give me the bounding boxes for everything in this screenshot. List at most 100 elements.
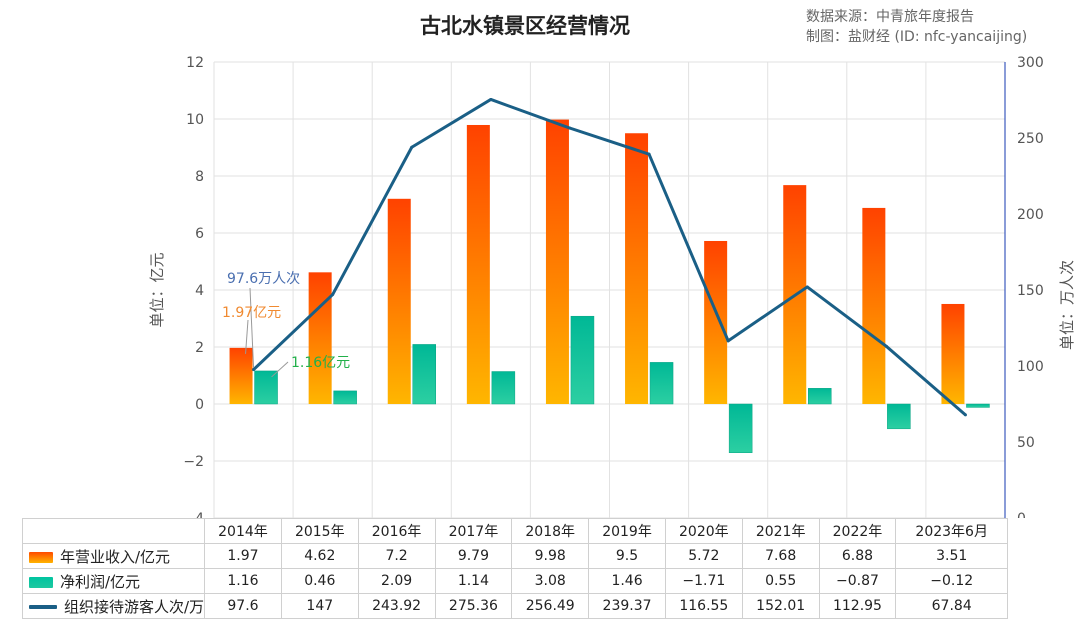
y-left-tick-label: 12 (186, 55, 204, 71)
table-cell: −1.71 (664, 568, 743, 594)
y-right-axis-title: 单位：万人次 (1058, 260, 1076, 350)
profit-bar (412, 344, 436, 405)
visitors-point (805, 285, 809, 289)
annotation-profit: 1.16亿元 (291, 355, 350, 371)
chart-title: 古北水镇景区经营情况 (420, 14, 630, 38)
table-cell: 1.16 (204, 568, 282, 594)
profit-bar (333, 390, 357, 405)
table-header-cell: 2020年 (664, 518, 743, 544)
y-left-tick-label: 6 (195, 226, 204, 242)
table-cell: 152.01 (741, 593, 820, 619)
table-header-cell: 2019年 (588, 518, 666, 544)
profit-swatch-icon (29, 576, 53, 588)
legend-visitors: 组织接待游客人次/万 (21, 593, 206, 619)
visitors-point (726, 339, 730, 343)
y-right-tick-label: 0 (1017, 511, 1026, 518)
y-right-tick-label: 200 (1017, 207, 1044, 223)
credit-line: 制图：盐财经 (ID: nfc-yancaijing) (806, 29, 1028, 45)
table-cell: 1.46 (588, 568, 666, 594)
y-left-tick-label: 10 (186, 112, 204, 128)
y-right-tick-label: 150 (1017, 283, 1044, 299)
profit-bar (887, 403, 911, 430)
revenue-bar (545, 119, 569, 404)
y-left-tick-label: 4 (195, 283, 204, 299)
revenue-bar (466, 124, 490, 405)
visitors-point (963, 413, 967, 417)
visitors-line-icon (29, 604, 57, 609)
table-header-cell: 2017年 (434, 518, 513, 544)
table-cell: 5.72 (664, 543, 743, 569)
table-cell: 9.5 (588, 543, 666, 569)
revenue-bar (229, 347, 253, 404)
table-cell: 7.68 (741, 543, 820, 569)
legend-profit: 净利润/亿元 (21, 568, 206, 594)
visitors-point (884, 344, 888, 348)
table-cell: 147 (280, 593, 359, 619)
visitors-point (252, 368, 256, 372)
legend-label: 年营业收入/亿元 (60, 547, 171, 566)
y-right-tick-label: 250 (1017, 131, 1044, 147)
table-header-cell: 2016年 (357, 518, 436, 544)
legend-label: 净利润/亿元 (60, 572, 141, 591)
table-cell: 3.51 (895, 543, 1008, 569)
annotation-leader (271, 361, 289, 378)
legend-label: 组织接待游客人次/万 (64, 597, 205, 616)
y-left-tick-label: 0 (195, 397, 204, 413)
table-cell: 7.2 (357, 543, 436, 569)
revenue-bar (625, 133, 649, 404)
table-cell: −0.12 (895, 568, 1008, 594)
visitors-point (647, 152, 651, 156)
revenue-bar (941, 303, 965, 404)
table-cell: 239.37 (588, 593, 666, 619)
visitors-line (252, 97, 967, 417)
profit-bar (808, 388, 832, 405)
table-header-cell: 2023年6月 (895, 518, 1008, 544)
table-cell: 112.95 (818, 593, 897, 619)
table-header-cell: 2014年 (204, 518, 282, 544)
visitors-point (331, 293, 335, 297)
table-row-profit: 净利润/亿元 1.16 0.46 2.09 1.14 3.08 1.46 −1.… (21, 568, 1008, 594)
table-row-visitors: 组织接待游客人次/万 97.6 147 243.92 275.36 256.49… (21, 593, 1008, 619)
revenue-bar (387, 198, 411, 404)
y-left-tick-label: −4 (183, 511, 204, 518)
annotation-visitors: 97.6万人次 (227, 271, 300, 287)
y-left-axis-title: 单位：亿元 (148, 252, 166, 327)
profit-bar (254, 370, 278, 405)
table-cell: 1.14 (434, 568, 513, 594)
table-cell: 0.46 (280, 568, 359, 594)
table-row-years: 2014年 2015年 2016年 2017年 2018年 2019年 2020… (21, 518, 1008, 544)
table-cell: 9.79 (434, 543, 513, 569)
table-cell: 243.92 (357, 593, 436, 619)
table-cell: 9.98 (511, 543, 590, 569)
revenue-bar (862, 207, 886, 404)
source-note: 数据来源：中青旅年度报告 制图：盐财经 (ID: nfc-yancaijing) (806, 7, 1027, 47)
visitors-point (410, 145, 414, 149)
table-header-cell: 2015年 (280, 518, 359, 544)
legend-revenue: 年营业收入/亿元 (21, 543, 206, 569)
table-cell: −0.87 (818, 568, 897, 594)
table-cell: 3.08 (511, 568, 590, 594)
visitors-point (489, 97, 493, 101)
table-cell: 0.55 (741, 568, 820, 594)
table-header-cell: 2022年 (818, 518, 897, 544)
y-right-tick-label: 100 (1017, 359, 1044, 375)
y-right-tick-label: 300 (1017, 55, 1044, 71)
revenue-swatch-icon (29, 551, 53, 563)
table-cell: 256.49 (511, 593, 590, 619)
table-cell: 275.36 (434, 593, 513, 619)
y-left-tick-label: −2 (183, 454, 204, 470)
y-right-tick-label: 50 (1017, 435, 1035, 451)
profit-bar (491, 371, 516, 405)
combo-chart: −4 −2 0 2 4 6 8 10 12 0 50 100 150 200 250 300 单位：亿元 单位：万… (148, 55, 1076, 518)
table-cell: 116.55 (664, 593, 743, 619)
source-line: 数据来源：中青旅年度报告 (806, 9, 974, 25)
y-left-tick-label: 8 (195, 169, 204, 185)
profit-bar (966, 403, 990, 408)
table-cell: 4.62 (280, 543, 359, 569)
table-corner (21, 518, 206, 544)
table-cell: 2.09 (357, 568, 436, 594)
table-cell: 97.6 (204, 593, 282, 619)
table-cell: 1.97 (204, 543, 282, 569)
profit-bar (570, 315, 595, 405)
visitors-point (568, 126, 572, 130)
